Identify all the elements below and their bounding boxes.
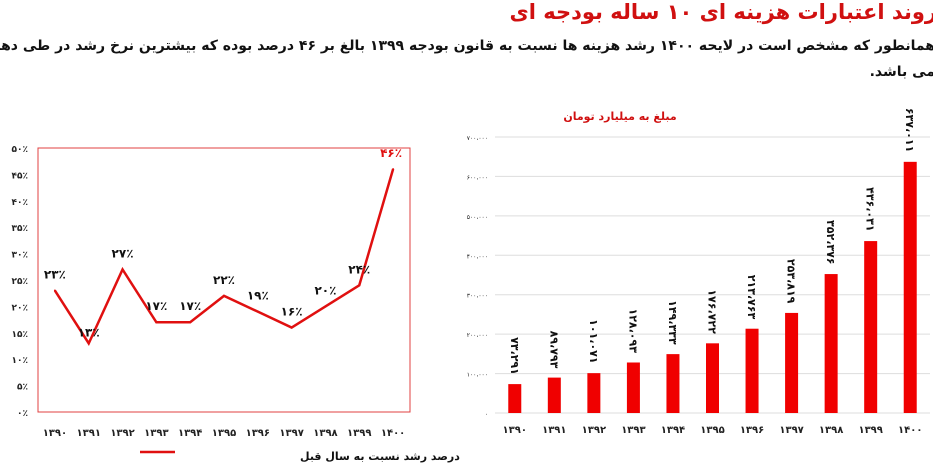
line-x-tick: ۱۳۹۰ (43, 428, 67, 439)
line-point (256, 310, 259, 313)
bar (626, 362, 640, 413)
bar (547, 377, 561, 413)
line-x-tick: ۱۳۹۱ (77, 428, 101, 439)
line-data-label: ۲۳٪ (44, 268, 66, 282)
bar (666, 354, 680, 413)
line-data-label: ۱۷٪ (179, 299, 201, 313)
description-line-1: همانطور که مشخص است در لایحه ۱۴۰۰ رشد هز… (0, 38, 933, 54)
bar (587, 373, 601, 413)
bar-data-label: ۱۴۹،۳۳۳ (666, 300, 679, 345)
line-data-label: ۴۶٪ (380, 146, 402, 160)
bar-data-label: ۲۵۳،۸۱۹ (785, 259, 798, 304)
description-line-2: می باشد. (869, 64, 933, 80)
line-y-tick: ۴۰٪ (12, 198, 28, 208)
bar-y-tick: ۵۰۰،۰۰۰ (467, 214, 488, 221)
line-data-label: ۲۰٪ (314, 283, 336, 297)
bar-y-tick: ۰ (485, 411, 488, 418)
line-x-tick: ۱۳۹۷ (279, 428, 303, 439)
line-y-tick: ۵۰٪ (12, 145, 28, 155)
line-y-tick: ۳۰٪ (12, 251, 28, 261)
bar (903, 161, 917, 413)
line-x-tick: ۱۳۹۵ (212, 428, 236, 439)
line-point (324, 305, 327, 308)
page-title: روند اعتبارات هزینه ای ۱۰ ساله بودجه ای (509, 0, 933, 24)
legend-label: درصد رشد نسبت به سال قبل (300, 450, 460, 463)
bar-x-tick: ۱۴۰۰ (898, 425, 922, 436)
bar-x-tick: ۱۳۹۴ (661, 425, 685, 436)
line-plot-frame (37, 147, 411, 413)
bar-data-label: ۲۱۳،۷۶۳ (745, 275, 758, 320)
bar-x-tick: ۱۳۹۲ (582, 425, 606, 436)
line-point (87, 342, 90, 345)
line-y-tick: ۲۰٪ (12, 303, 28, 313)
bar (824, 274, 838, 413)
bar-y-tick: ۳۰۰،۰۰۰ (467, 293, 488, 300)
line-y-tick: ۴۵٪ (12, 171, 28, 181)
bar-data-label: ۴۳۶،۰۳۱ (864, 187, 877, 231)
line-y-tick: ۰٪ (17, 409, 28, 419)
line-data-label: ۱۶٪ (281, 305, 303, 319)
bar-data-label: ۳۵۲،۳۷۶ (824, 220, 837, 264)
line-x-tick: ۱۳۹۸ (313, 428, 337, 439)
line-x-tick: ۱۳۹۴ (178, 428, 202, 439)
bar-y-tick: ۷۰۰،۰۰۰ (467, 135, 488, 142)
line-x-tick: ۱۴۰۰ (381, 428, 405, 439)
line-data-label: ۲۷٪ (112, 246, 134, 260)
bar-data-label: ۱۰۱،۰۷۱ (587, 319, 600, 363)
bar-x-tick: ۱۳۹۸ (819, 425, 843, 436)
line-data-label: ۱۹٪ (247, 289, 269, 303)
line-y-tick: ۵٪ (17, 383, 28, 393)
bar-x-tick: ۱۳۹۰ (503, 425, 527, 436)
bar-data-label: ۱۲۸،۰۹۳ (626, 308, 639, 353)
line-point (358, 284, 361, 287)
line-x-tick: ۱۳۹۳ (144, 428, 168, 439)
bar-data-label: ۷۳،۲۹۱ (508, 337, 521, 375)
bar (864, 241, 878, 413)
line-point (392, 168, 395, 171)
bar-x-tick: ۱۳۹۷ (779, 425, 803, 436)
line-point (290, 326, 293, 329)
line-y-tick: ۳۵٪ (12, 224, 28, 234)
line-data-label: ۱۳٪ (78, 325, 100, 339)
bar-x-tick: ۱۳۹۳ (621, 425, 645, 436)
bar (706, 343, 719, 413)
line-point (189, 321, 192, 324)
bar-chart-title: مبلغ به میلیارد تومان (563, 110, 676, 123)
line-data-label: ۱۷٪ (145, 299, 167, 313)
line-data-label: ۲۲٪ (213, 273, 235, 287)
bar-y-tick: ۶۰۰،۰۰۰ (467, 174, 488, 181)
bar (785, 312, 799, 413)
line-point (155, 321, 158, 324)
line-point (121, 268, 124, 271)
bar-x-tick: ۱۳۹۶ (740, 425, 764, 436)
line-y-tick: ۱۰٪ (12, 356, 28, 366)
bar-x-tick: ۱۳۹۵ (700, 425, 724, 436)
line-x-tick: ۱۳۹۶ (246, 428, 270, 439)
bar-y-tick: ۴۰۰،۰۰۰ (467, 253, 488, 260)
bar-y-tick: ۲۰۰،۰۰۰ (467, 332, 488, 339)
line-series (53, 168, 395, 346)
line-x-tick: ۱۳۹۹ (347, 428, 371, 439)
bar-data-label: ۸۹،۷۹۳ (547, 331, 560, 369)
bar (508, 384, 522, 413)
bar-y-tick: ۱۰۰،۰۰۰ (467, 372, 488, 379)
bar-x-tick: ۱۳۹۱ (542, 425, 566, 436)
line-point (53, 289, 56, 292)
bar-data-label: ۱۷۶،۷۲۲ (706, 289, 719, 334)
line-y-tick: ۲۵٪ (12, 277, 28, 287)
line-data-label: ۲۴٪ (348, 262, 370, 276)
line-x-tick: ۱۳۹۲ (110, 428, 134, 439)
bar (745, 328, 759, 413)
line-y-tick: ۱۵٪ (12, 330, 28, 340)
bar-data-label: ۶۳۷،۰۱۱ (903, 108, 916, 152)
bar-x-tick: ۱۳۹۹ (858, 425, 882, 436)
line-point (223, 294, 225, 297)
